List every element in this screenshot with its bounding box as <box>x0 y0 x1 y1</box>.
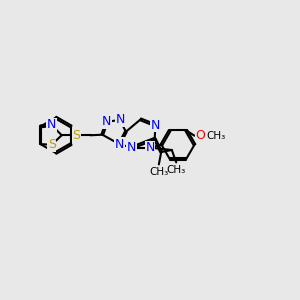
Text: N: N <box>115 113 125 127</box>
Text: CH₃: CH₃ <box>149 167 169 177</box>
Text: N: N <box>127 141 136 154</box>
Text: N: N <box>102 115 111 128</box>
Text: N: N <box>115 138 124 151</box>
Text: N: N <box>145 141 155 154</box>
Text: N: N <box>47 118 56 131</box>
Text: O: O <box>195 129 205 142</box>
Text: CH₃: CH₃ <box>207 131 226 141</box>
Text: CH₃: CH₃ <box>167 165 186 175</box>
Text: S: S <box>72 129 80 142</box>
Text: S: S <box>48 138 56 151</box>
Text: N: N <box>151 119 160 132</box>
